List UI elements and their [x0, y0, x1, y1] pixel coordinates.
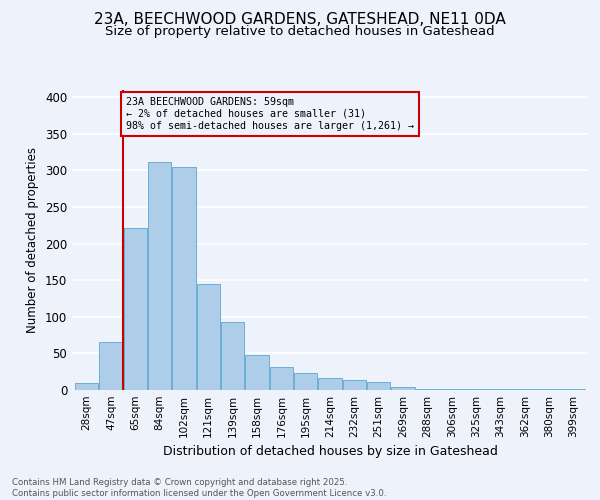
Bar — [270, 368, 293, 390]
Bar — [416, 388, 439, 390]
Bar — [343, 380, 366, 390]
Bar — [319, 378, 341, 390]
Bar — [367, 382, 390, 390]
Bar — [100, 342, 122, 390]
Bar — [197, 284, 220, 390]
Bar — [294, 373, 317, 390]
Bar — [245, 355, 269, 390]
Bar — [440, 388, 463, 390]
Bar — [148, 162, 171, 390]
Bar — [172, 167, 196, 390]
Text: Contains HM Land Registry data © Crown copyright and database right 2025.
Contai: Contains HM Land Registry data © Crown c… — [12, 478, 386, 498]
Text: 23A BEECHWOOD GARDENS: 59sqm
← 2% of detached houses are smaller (31)
98% of sem: 23A BEECHWOOD GARDENS: 59sqm ← 2% of det… — [125, 98, 413, 130]
Text: Size of property relative to detached houses in Gateshead: Size of property relative to detached ho… — [105, 25, 495, 38]
Bar — [75, 384, 98, 390]
Bar — [124, 228, 147, 390]
Bar — [391, 387, 415, 390]
Bar — [221, 322, 244, 390]
Y-axis label: Number of detached properties: Number of detached properties — [26, 147, 40, 333]
X-axis label: Distribution of detached houses by size in Gateshead: Distribution of detached houses by size … — [163, 446, 497, 458]
Text: 23A, BEECHWOOD GARDENS, GATESHEAD, NE11 0DA: 23A, BEECHWOOD GARDENS, GATESHEAD, NE11 … — [94, 12, 506, 28]
